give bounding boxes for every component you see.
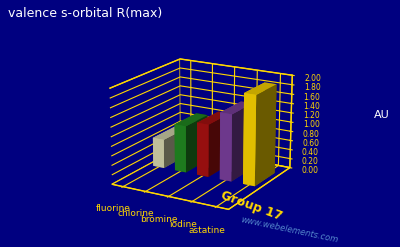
Text: Group 17: Group 17	[219, 189, 284, 223]
Text: valence s-orbital R(max): valence s-orbital R(max)	[8, 7, 162, 21]
Text: www.webelements.com: www.webelements.com	[240, 215, 339, 245]
